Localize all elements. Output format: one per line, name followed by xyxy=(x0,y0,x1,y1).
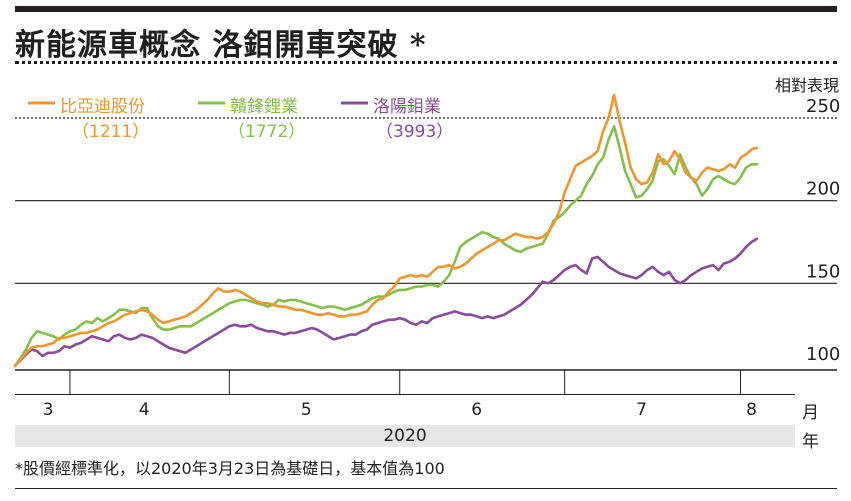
footnote: *股價經標準化，以2020年3月23日為基礎日，基本值為100 xyxy=(15,459,445,478)
y-tick-label-100: 100 xyxy=(806,344,840,365)
year-label: 2020 xyxy=(383,426,427,446)
legend-label-byd: 比亞迪股份 xyxy=(60,97,145,117)
series-line-0 xyxy=(13,93,759,368)
legend-label-cmoc: 洛陽鉬業 xyxy=(373,97,441,117)
series-line-2 xyxy=(13,237,759,368)
x-axis-lower-rule xyxy=(15,394,795,395)
x-tick-label-3: 3 xyxy=(43,400,54,420)
dotted-divider xyxy=(15,61,837,64)
x-tick-label-8: 8 xyxy=(746,400,757,420)
y-tick-label-200: 200 xyxy=(806,179,840,200)
x-tick-label-7: 7 xyxy=(636,400,647,420)
y-tick-label-150: 150 xyxy=(806,261,840,282)
y-tick-label-250: 250 xyxy=(806,96,840,117)
legend-code-byd: （1211） xyxy=(72,122,150,142)
x-tick-label-5: 5 xyxy=(301,400,312,420)
chart-title: 新能源車概念 洛鉬開車突破 * xyxy=(15,28,427,63)
legend-code-ganfeng: （1772） xyxy=(228,122,306,142)
year-band xyxy=(15,425,795,447)
y-axis-title: 相對表現 xyxy=(774,76,839,95)
legend-label-ganfeng: 贛鋒鋰業 xyxy=(230,97,298,117)
legend-code-cmoc: （3993） xyxy=(376,122,454,142)
x-tick-label-6: 6 xyxy=(471,400,482,420)
bottom-rule xyxy=(15,488,837,489)
month-unit-label: 月 xyxy=(802,403,819,423)
series-line-1 xyxy=(13,125,759,368)
year-unit-label: 年 xyxy=(802,432,819,452)
x-tick-label-4: 4 xyxy=(139,400,150,420)
top-rule xyxy=(15,6,837,12)
